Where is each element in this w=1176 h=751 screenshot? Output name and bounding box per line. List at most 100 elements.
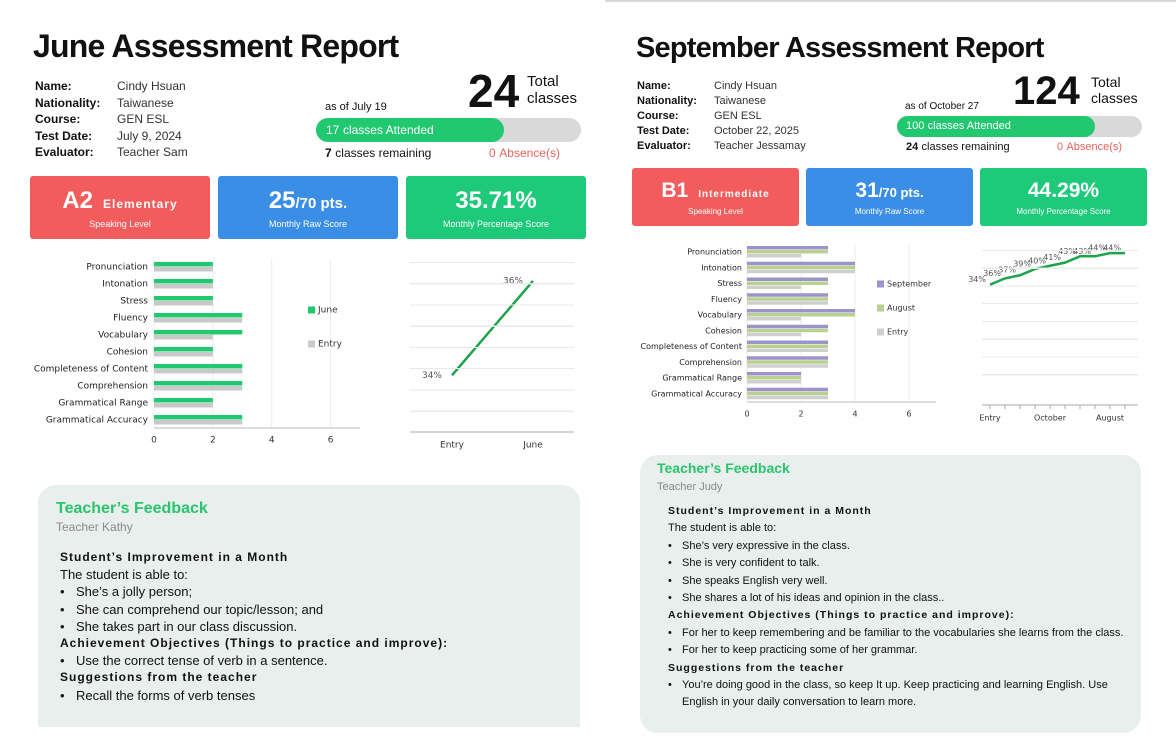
category-label: Intonation: [102, 280, 148, 290]
info-value: Taiwanese: [714, 95, 766, 107]
card-caption: Monthly Raw Score: [854, 206, 925, 216]
x-tick-label: Entry: [979, 414, 1001, 423]
feedback-title: Teacher’s Feedback: [56, 500, 208, 517]
section-intro: The student is able to:: [668, 522, 777, 535]
score-card: B1 Intermediate Speaking Level: [632, 168, 799, 226]
x-tick-label: October: [1034, 414, 1067, 423]
info-value: Teacher Sam: [117, 145, 188, 160]
raw-score: 31: [855, 178, 879, 202]
bar: [154, 296, 213, 301]
bar: [747, 380, 801, 384]
bar: [747, 391, 828, 396]
info-label: Test Date:: [35, 128, 93, 143]
raw-score: 25: [268, 186, 296, 214]
category-label: Intonation: [701, 263, 742, 272]
as-of-date: as of July 19: [325, 101, 387, 113]
category-label: Grammatical Range: [662, 374, 742, 383]
legend-label: September: [887, 280, 932, 289]
bar: [154, 262, 213, 267]
info-value: GEN ESL: [117, 112, 170, 127]
category-label: Fluency: [711, 295, 742, 304]
category-label: Comprehension: [77, 382, 148, 392]
bar: [154, 398, 213, 403]
legend-label: June: [317, 306, 338, 316]
data-label: 44%: [1088, 244, 1106, 253]
report-title: June Assessment Report: [33, 28, 399, 64]
category-label: Grammatical Accuracy: [46, 416, 149, 426]
bullet-item: Use the correct tense of verb in a sente…: [60, 652, 560, 669]
bar: [747, 372, 801, 376]
bar: [747, 324, 828, 329]
attended-text: 100 classes Attended: [906, 120, 1011, 133]
x-tick-label: 2: [798, 410, 803, 419]
data-label: 34%: [968, 275, 986, 284]
bullet-item: She can comprehend our topic/lesson; and: [60, 601, 560, 618]
x-tick-label: 4: [852, 410, 857, 419]
x-tick-label: 6: [906, 410, 911, 419]
category-label: Completeness of Content: [641, 342, 743, 351]
legend-label: August: [887, 304, 915, 313]
bullet-item: She is very confident to talk.: [668, 555, 1130, 573]
bar: [747, 313, 855, 317]
card-caption: Monthly Percentage Score: [1016, 206, 1111, 216]
legend-label: Entry: [318, 340, 343, 350]
attended-count: 17: [326, 122, 340, 137]
bar: [747, 356, 828, 360]
bar: [747, 281, 828, 285]
bar: [747, 364, 828, 368]
report-title: September Assessment Report: [636, 32, 1044, 64]
category-label: Pronunciation: [687, 248, 742, 257]
x-tick-label: 2: [210, 436, 216, 446]
bar: [747, 301, 828, 305]
category-label: Completeness of Content: [34, 365, 149, 375]
category-label: Fluency: [113, 314, 149, 324]
bar: [747, 265, 855, 270]
legend-swatch: [877, 280, 884, 288]
bar: [154, 347, 213, 352]
remaining-text: 24 classes remaining: [906, 141, 1010, 154]
category-label: Cohesion: [705, 326, 742, 335]
category-label: Comprehension: [679, 358, 742, 367]
legend-swatch: [877, 304, 884, 312]
bar: [747, 340, 828, 344]
category-label: Pronunciation: [86, 263, 148, 273]
card-caption: Monthly Percentage Score: [442, 218, 550, 229]
bar: [154, 335, 213, 340]
score-card: 44.29% Monthly Percentage Score: [980, 168, 1147, 226]
bar: [154, 284, 213, 289]
bar: [747, 246, 828, 250]
card-caption: Speaking Level: [89, 218, 151, 229]
bullet-item: For her to keep remembering and be famil…: [668, 625, 1130, 643]
feedback-title: Teacher’s Feedback: [657, 460, 790, 476]
attended-count: 100: [906, 119, 925, 132]
info-label: Nationality:: [637, 95, 697, 107]
bar: [747, 395, 828, 400]
bar: [747, 360, 828, 364]
attendance-fill: [316, 118, 504, 142]
legend-label: Entry: [887, 328, 909, 337]
bullet-item: She’s a jolly person;: [60, 583, 560, 600]
x-tick-label: August: [1096, 414, 1124, 423]
attendance-fill: [897, 116, 1095, 137]
bullet-item: You’re doing good in the class, so keep …: [668, 677, 1130, 712]
bullet-item: She’s very expressive in the class.: [668, 538, 1130, 556]
section-heading: Student’s Improvement in a Month: [668, 505, 872, 517]
bar: [154, 330, 243, 335]
card-row: B1 Intermediate: [661, 179, 769, 203]
score-card: A2 Elementary Speaking Level: [30, 176, 210, 239]
x-tick-label: 6: [328, 436, 334, 446]
bullet-item: For her to keep practicing some of her g…: [668, 642, 1130, 660]
bar: [154, 318, 243, 323]
level-name: Elementary: [102, 196, 178, 211]
bar: [154, 415, 243, 420]
speaking-level: B1: [661, 178, 689, 202]
card-caption: Speaking Level: [688, 206, 743, 216]
category-label: Vocabulary: [98, 331, 149, 341]
remaining-text: 7 classes remaining: [325, 146, 431, 160]
info-value: Cindy Hsuan: [714, 80, 777, 92]
bar: [154, 267, 213, 272]
bar: [154, 420, 243, 425]
info-label: Course:: [637, 110, 679, 122]
info-label: Name:: [35, 79, 72, 93]
